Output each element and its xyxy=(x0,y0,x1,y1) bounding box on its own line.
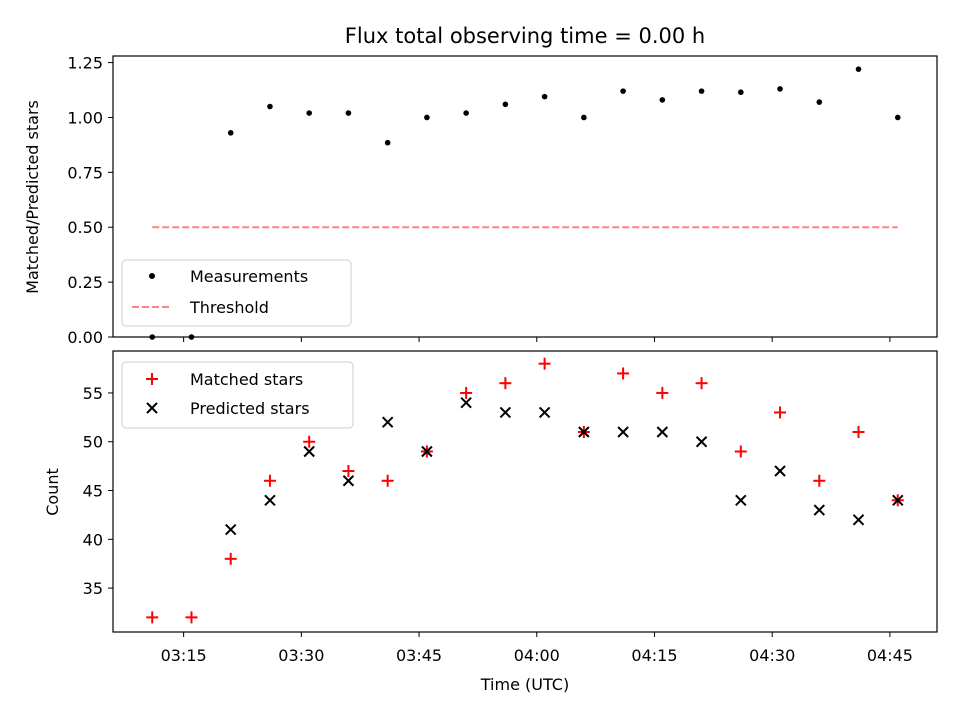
legend-matched-label: Matched stars xyxy=(190,370,303,389)
predicted-star-point xyxy=(774,465,786,477)
top-y-tick-label: 1.00 xyxy=(67,108,103,127)
predicted-star-point xyxy=(813,504,825,516)
matched-star-point xyxy=(381,474,394,487)
legend-measurements-marker xyxy=(149,273,155,279)
matched-star-point xyxy=(656,386,669,399)
bottom-y-axis-label: Count xyxy=(43,468,62,516)
bottom-y-ticks: 35 40 45 50 55 xyxy=(83,384,113,598)
matched-star-point xyxy=(263,474,276,487)
matched-star-point xyxy=(538,357,551,370)
predicted-star-point xyxy=(695,436,708,448)
predicted-star-point xyxy=(460,397,472,409)
bottom-x-tick-label: 04:45 xyxy=(867,646,913,665)
bottom-x-axis-label: Time (UTC) xyxy=(480,675,569,694)
predicted-star-point xyxy=(538,406,551,419)
top-y-tick-label: 1.25 xyxy=(67,54,103,73)
measurement-point xyxy=(267,103,273,110)
predicted-star-point xyxy=(342,475,355,487)
legend-predicted-marker xyxy=(146,402,158,414)
measurement-point xyxy=(345,110,352,116)
matched-star-point xyxy=(734,445,747,458)
bottom-x-tick-label: 03:15 xyxy=(161,646,207,665)
matched-star-point xyxy=(852,425,865,438)
top-y-tick-label: 0.50 xyxy=(67,218,103,237)
top-plot-frame xyxy=(112,55,938,338)
predicted-star-point xyxy=(421,445,433,458)
matched-star-point xyxy=(303,435,316,448)
matched-star-point xyxy=(499,377,512,390)
predicted-star-point xyxy=(892,494,904,506)
bottom-x-tick-label: 03:45 xyxy=(396,646,442,665)
top-legend-box xyxy=(121,259,352,327)
bottom-marks xyxy=(146,357,904,624)
bottom-x-tick-label: 04:30 xyxy=(749,646,795,665)
predicted-star-point xyxy=(735,494,747,506)
bottom-x-tick-label: 04:15 xyxy=(631,646,677,665)
measurement-point xyxy=(698,88,705,94)
legend-threshold-label: Threshold xyxy=(189,298,269,317)
bottom-legend: Matched stars Predicted stars xyxy=(121,361,354,429)
top-y-tick-label: 0.25 xyxy=(67,273,103,292)
matched-star-point xyxy=(146,611,159,624)
bottom-panel: 35 40 45 50 55 03:15 03:30 03:45 04:00 04:15 04:3… xyxy=(43,350,938,694)
measurement-point xyxy=(659,97,666,103)
bottom-x-tick-label: 04:00 xyxy=(514,646,560,665)
top-y-axis-label: Matched/Predicted stars xyxy=(23,100,42,294)
measurement-point xyxy=(855,66,862,72)
measurement-point xyxy=(424,114,430,121)
measurement-point xyxy=(816,99,823,105)
top-marks xyxy=(149,66,901,340)
legend-matched-marker xyxy=(146,373,158,385)
matched-star-point xyxy=(617,367,630,380)
measurement-point xyxy=(306,110,312,116)
predicted-star-point xyxy=(225,523,237,536)
top-panel: 0.00 0.25 0.50 0.75 1.00 1.25 Matched/Predict… xyxy=(23,54,938,347)
measurement-point xyxy=(149,334,156,340)
predicted-star-point xyxy=(852,514,865,526)
matched-star-point xyxy=(460,386,473,399)
measurement-point xyxy=(463,110,469,116)
bottom-y-tick-label: 40 xyxy=(83,530,103,549)
chart-title: Flux total observing time = 0.00 h xyxy=(345,24,705,48)
measurement-point xyxy=(894,114,901,121)
predicted-star-point xyxy=(578,426,590,438)
bottom-y-tick-label: 55 xyxy=(83,384,103,403)
top-legend: Measurements Threshold xyxy=(121,259,352,327)
measurement-point xyxy=(777,86,783,92)
legend-measurements-label: Measurements xyxy=(190,267,308,286)
matched-star-point xyxy=(185,611,198,624)
bottom-plot-frame xyxy=(112,350,938,633)
bottom-y-tick-label: 50 xyxy=(83,433,103,452)
measurement-point xyxy=(188,334,195,340)
legend-predicted-label: Predicted stars xyxy=(190,399,310,418)
matched-star-point xyxy=(813,474,826,487)
matched-star-point xyxy=(774,406,787,419)
predicted-star-point xyxy=(499,406,512,419)
matched-star-point xyxy=(224,552,237,565)
predicted-star-point xyxy=(303,445,315,458)
measurement-point xyxy=(620,88,626,94)
bottom-x-tick-label: 03:30 xyxy=(278,646,324,665)
predicted-star-point xyxy=(656,426,669,438)
bottom-y-tick-label: 45 xyxy=(83,482,103,501)
predicted-star-point xyxy=(264,494,276,506)
measurement-point xyxy=(541,93,548,100)
measurement-point xyxy=(738,89,744,96)
top-y-tick-label: 0.75 xyxy=(67,163,103,182)
top-y-ticks: 0.00 0.25 0.50 0.75 1.00 1.25 xyxy=(67,54,113,347)
predicted-star-point xyxy=(381,416,394,428)
bottom-x-ticks: 03:15 03:30 03:45 04:00 04:15 04:30 04:45 xyxy=(161,632,913,665)
predicted-star-point xyxy=(617,426,629,438)
measurement-point xyxy=(581,114,587,121)
matched-star-point xyxy=(695,377,708,390)
measurement-point xyxy=(384,139,391,146)
top-y-tick-label: 0.00 xyxy=(67,328,103,347)
matched-star-point xyxy=(342,465,355,478)
bottom-y-tick-label: 35 xyxy=(83,579,103,598)
top-x-ticks xyxy=(183,337,891,342)
bottom-legend-box xyxy=(121,361,354,429)
measurement-point xyxy=(502,101,509,108)
measurement-point xyxy=(227,130,234,136)
